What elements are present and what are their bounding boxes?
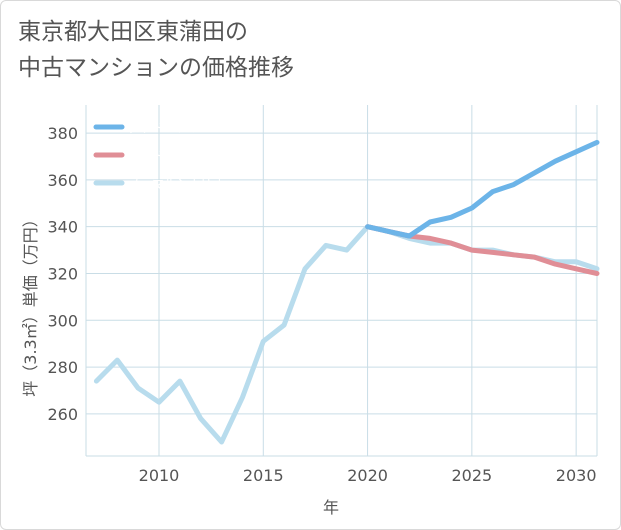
- series-line-1: [365, 139, 600, 239]
- y-tick-label: 300: [47, 311, 78, 330]
- chart-title-line-2: 中古マンションの価格推移: [18, 55, 294, 81]
- x-axis-label: 年: [323, 498, 339, 517]
- series-line-3: [93, 224, 600, 445]
- x-tick-label: 2030: [556, 466, 597, 485]
- legend-label: グッドシナリオ: [128, 121, 212, 135]
- gridlines: [85, 105, 598, 457]
- x-tick-label: 2010: [139, 466, 180, 485]
- x-tick-label: 2020: [347, 466, 388, 485]
- y-tick-label: 320: [47, 264, 78, 283]
- x-tick-label: 2015: [243, 466, 284, 485]
- legend-label: ノーマルシナリオ: [128, 177, 224, 191]
- chart-title-line-1: 東京都大田区東蒲田の: [18, 19, 248, 45]
- x-tick-label: 2025: [451, 466, 492, 485]
- y-tick-label: 260: [47, 405, 78, 424]
- y-tick-label: 340: [47, 218, 78, 237]
- y-ticks: 260 280 300 320 340 360 380: [47, 124, 78, 424]
- legend-label: バッドシナリオ: [128, 149, 212, 163]
- y-tick-label: 380: [47, 124, 78, 143]
- y-axis-label: 坪（3.3㎡）単価（万円）: [21, 211, 40, 396]
- y-tick-label: 280: [47, 358, 78, 377]
- chart-title: 東京都大田区東蒲田の 中古マンションの価格推移: [18, 14, 294, 86]
- series-lines: [93, 139, 600, 445]
- x-ticks: 2010 2015 2020 2025 2030: [139, 466, 597, 485]
- y-tick-label: 360: [47, 171, 78, 190]
